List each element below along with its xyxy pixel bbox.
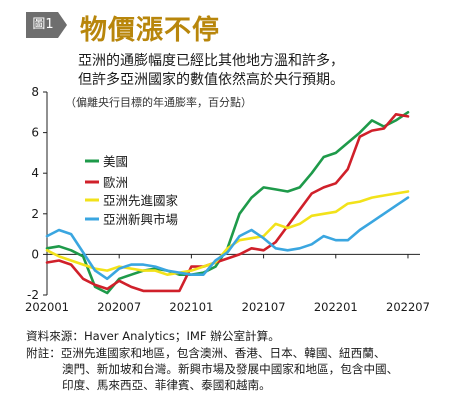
footnote-line-2: 澳門、新加坡和台灣。新興市場及發展中國家和地區，包含中國、 [62,362,399,376]
subtitle-line-2: 但許多亞洲國家的數值依然高於央行預期。 [78,72,344,88]
legend-label: 亞洲先進國家 [103,193,179,208]
legend-label: 亞洲新興市場 [103,212,178,227]
y-axis-label: （偏離央行目標的年通膨率，百分點） [65,95,252,109]
y-tick-label: 0 [31,247,39,261]
x-tick-label: 202007 [97,300,141,314]
series-line-2 [45,113,410,293]
source-note: 資料來源：Haver Analytics；IMF 辦公室計算。 [26,329,280,343]
y-tick-label: 8 [31,85,39,99]
y-tick-label: 6 [31,126,39,140]
x-tick-label: 202101 [169,300,213,314]
y-tick-label: -2 [27,288,39,302]
footnote-line-1: 附註：亞洲先進國家和地區，包含澳洲、香港、日本、韓國、紐西蘭、 [26,346,386,360]
y-tick-label: 2 [31,207,39,221]
legend-label: 歐洲 [103,175,128,190]
figure-label-badge: 圖1 [26,12,68,38]
series-line-3 [45,190,410,277]
y-tick-label: 4 [31,166,39,180]
series-line-4 [45,196,410,281]
subtitle-line-1: 亞洲的通膨幅度已經比其他地方溫和許多， [78,53,344,69]
x-tick-label: 202207 [386,300,430,314]
figure-label: 圖1 [32,17,54,32]
footnote-line-3: 印度、馬來西亞、菲律賓、泰國和越南。 [62,378,271,392]
x-tick-label: 202107 [242,300,286,314]
x-tick-label: 202001 [25,300,69,314]
chart-title: 物價漲不停 [80,15,220,46]
x-tick-label: 202201 [314,300,358,314]
legend-label: 美國 [103,154,128,169]
